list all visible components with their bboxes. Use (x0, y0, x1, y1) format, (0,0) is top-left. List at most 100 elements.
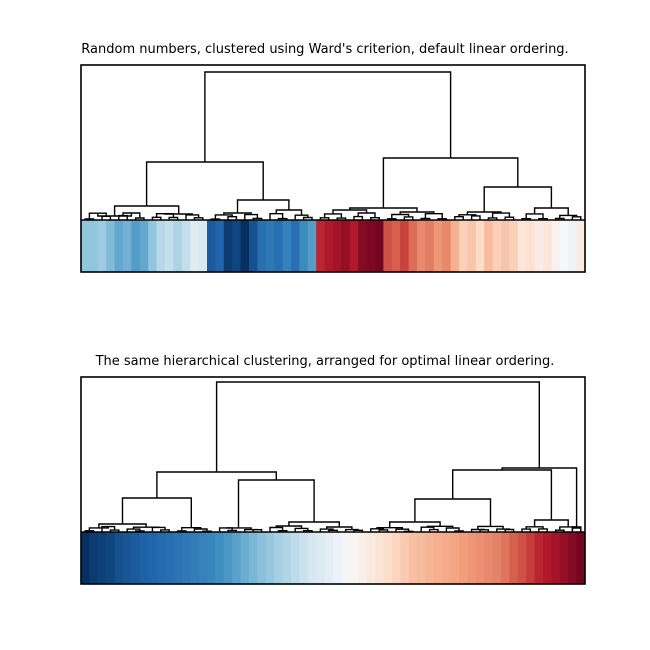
panel-title-top: Random numbers, clustered using Ward's c… (81, 42, 569, 57)
heatmap-cell (551, 532, 561, 584)
heatmap-cell (492, 220, 502, 272)
heatmap-cell (433, 220, 443, 272)
heatmap-cell (291, 532, 300, 584)
heatmap-cell (534, 220, 544, 272)
heatmap-cell (165, 220, 174, 272)
heatmap-cell (366, 220, 376, 272)
heatmap-cell (106, 220, 116, 272)
heatmap-cell (274, 220, 284, 272)
heatmap-cell (433, 532, 443, 584)
heatmap-cell (181, 532, 191, 584)
heatmap-cell (417, 532, 426, 584)
heatmap-cell (383, 532, 393, 584)
heatmap-cell (307, 532, 317, 584)
dendrogram-link (294, 527, 309, 532)
heatmap-cell (89, 532, 99, 584)
heatmap-cell (459, 220, 468, 272)
heatmap-cell (509, 532, 519, 584)
dendrogram-link (121, 497, 192, 528)
heatmap-cell (408, 220, 418, 272)
heatmap-cell (257, 220, 267, 272)
heatmap-cell (232, 220, 242, 272)
heatmap-cell (282, 532, 292, 584)
heatmap-cell (97, 220, 107, 272)
heatmap-cell (576, 532, 586, 584)
heatmap-cell (501, 220, 510, 272)
heatmap-cell (517, 220, 527, 272)
dendrogram-link (382, 157, 519, 208)
dendrogram-link (525, 213, 544, 219)
dendrogram-link (275, 209, 303, 216)
heatmap-cell (324, 532, 334, 584)
heatmap-cell (156, 220, 166, 272)
heatmap-cell (467, 220, 477, 272)
heatmap-cell (341, 220, 351, 272)
heatmap-cell (358, 532, 368, 584)
heatmap-cell (551, 220, 561, 272)
heatmap-cell (198, 532, 208, 584)
heatmap-cell (190, 220, 200, 272)
axes-frame (80, 64, 586, 273)
heatmap-cell (375, 532, 384, 584)
heatmap-cell (316, 532, 326, 584)
dendrogram-link (395, 528, 410, 532)
heatmap-cell (249, 220, 258, 272)
heatmap-cell (517, 532, 527, 584)
heatmap-cell (333, 220, 342, 272)
heatmap-cell (131, 220, 141, 272)
dendrogram (84, 71, 582, 220)
heatmap-cell (559, 532, 569, 584)
heatmap-cell (366, 532, 376, 584)
heatmap-cell (324, 220, 334, 272)
heatmap-cell (181, 220, 191, 272)
dendrogram-link (132, 526, 160, 530)
heatmap-cell (257, 532, 267, 584)
dendrogram-link (244, 213, 259, 220)
heatmap-cell (391, 532, 401, 584)
heatmap-cell (383, 220, 393, 272)
heatmap-cell (568, 220, 578, 272)
heatmap-cell (559, 220, 569, 272)
dendrogram-link (452, 469, 553, 520)
axes-frame (80, 376, 586, 585)
heatmap-cell (568, 532, 578, 584)
heatmap-cell (89, 220, 99, 272)
heatmap-cell (442, 532, 452, 584)
heatmap-cell (333, 532, 342, 584)
dendrogram-link (501, 467, 578, 528)
heatmap-cell (156, 532, 166, 584)
heatmap-cell (425, 220, 435, 272)
heatmap-cell (207, 220, 216, 272)
heatmap-cell (173, 532, 183, 584)
heatmap-cell (190, 532, 200, 584)
heatmap-cell (450, 532, 460, 584)
heatmap-cell (123, 220, 132, 272)
heatmap-cell (265, 532, 275, 584)
heatmap-cell (274, 532, 284, 584)
heatmap-cell (97, 532, 107, 584)
heatmap-cell (543, 532, 552, 584)
heatmap-cell (526, 532, 536, 584)
heatmap-cell (417, 220, 426, 272)
heatmap-cell (265, 220, 275, 272)
heatmap-cell (148, 220, 158, 272)
heatmap-cell (232, 532, 242, 584)
heatmap-cell (291, 220, 300, 272)
heatmap-cell (207, 532, 216, 584)
dendrogram-link (101, 525, 116, 532)
heatmap-cell (249, 532, 258, 584)
heatmap-cell (475, 220, 485, 272)
heatmap-cell (198, 220, 208, 272)
heatmap-cell (375, 220, 384, 272)
heatmap-cell (425, 532, 435, 584)
heatmap-cell (400, 220, 410, 272)
heatmap-cell (391, 220, 401, 272)
dendrogram-link (160, 529, 170, 532)
dendrogram-heatmap-top (80, 64, 586, 273)
heatmap-cell (215, 532, 225, 584)
heatmap-cell (349, 220, 359, 272)
heatmap-cell (341, 532, 351, 584)
heatmap-cell (240, 532, 250, 584)
dendrogram-link (88, 526, 109, 531)
heatmap-cell (501, 532, 510, 584)
